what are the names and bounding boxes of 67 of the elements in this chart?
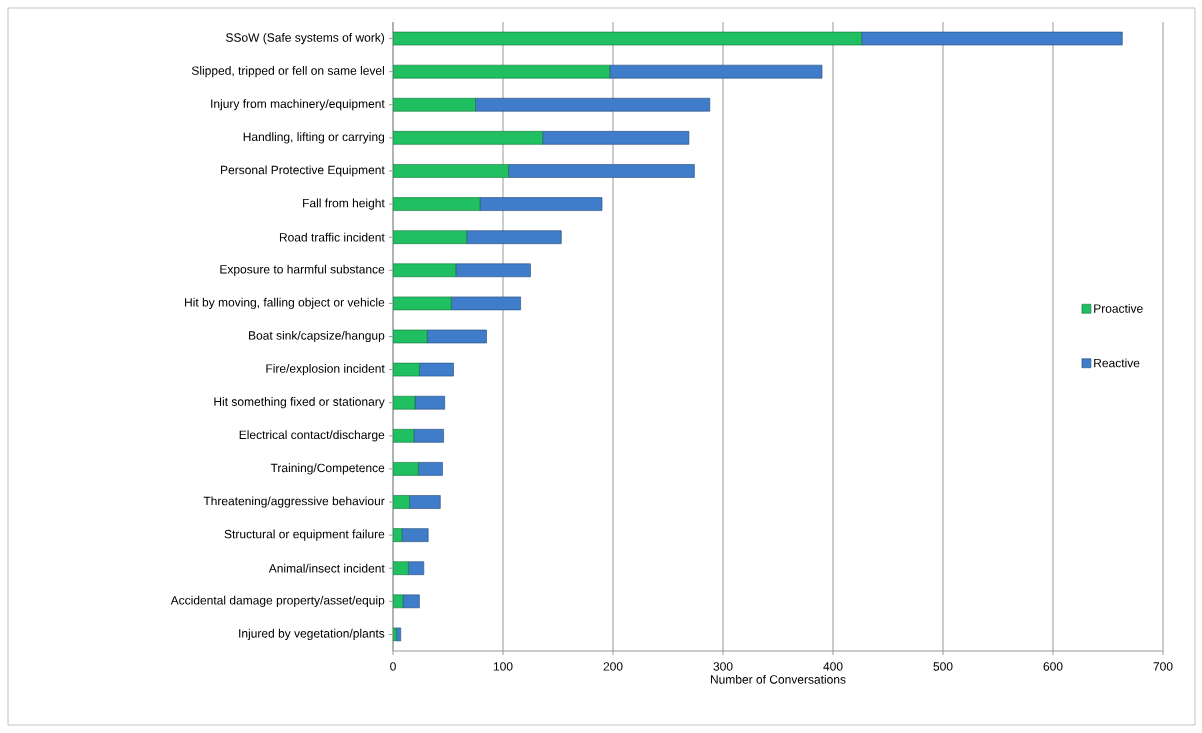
bar	[542, 131, 690, 145]
x-tick-label: 0	[390, 662, 396, 671]
y-tick-label: Structural or equipment failure	[224, 529, 385, 541]
x-tick-label: 700	[1153, 662, 1173, 671]
y-tick-label: Training/Competence	[270, 463, 385, 475]
bar	[393, 131, 543, 145]
bar	[393, 31, 862, 46]
bar	[393, 362, 420, 377]
bar	[393, 594, 404, 609]
bar	[408, 561, 425, 576]
bar	[393, 64, 610, 79]
x-tick-label: 200	[603, 662, 623, 671]
bar	[455, 263, 531, 278]
x-tick-label: 400	[823, 662, 843, 671]
bar	[426, 329, 487, 344]
x-tick-label: 100	[493, 662, 513, 671]
bar	[393, 495, 410, 509]
bar	[451, 296, 521, 311]
y-tick-label: Slipped, tripped or fell on same level	[191, 66, 384, 78]
bar	[396, 627, 402, 642]
bar	[466, 230, 562, 244]
bar	[393, 528, 403, 542]
bar	[393, 263, 456, 278]
y-tick-label: SSoW (Safe systems of work)	[225, 32, 385, 45]
bar	[402, 594, 420, 609]
y-tick-label: Accidental damage property/asset/equip	[170, 595, 385, 607]
bar	[508, 164, 695, 178]
y-tick-label: Injured by vegetation/plants	[239, 628, 385, 641]
bar	[393, 97, 476, 112]
y-tick-label: Exposure to harmful substance	[220, 264, 385, 276]
legend-label: Proactive	[1094, 304, 1143, 313]
x-axis-title: Number of Conversations	[710, 674, 846, 684]
bar	[393, 230, 468, 244]
bar	[861, 31, 1123, 46]
bar	[413, 429, 444, 443]
y-tick-label: Injury from machinery/equipment	[211, 99, 385, 111]
bar	[401, 528, 429, 542]
y-tick-label: Threatening/aggressive behaviour	[203, 496, 385, 508]
bar	[393, 329, 428, 344]
x-tick-label: 300	[713, 662, 733, 671]
bar	[393, 296, 452, 311]
y-tick-label: Boat sink/capsize/hangup	[249, 330, 385, 343]
bar	[609, 64, 823, 79]
bar	[393, 462, 419, 476]
legend-label: Reactive	[1094, 358, 1140, 368]
y-tick-label: Electrical contact/discharge	[239, 430, 385, 442]
y-tick-label: Fire/explosion incident	[266, 364, 385, 376]
bar	[418, 462, 443, 476]
y-tick-label: Hit something fixed or stationary	[214, 397, 385, 409]
bar	[479, 197, 603, 211]
bar	[393, 164, 509, 178]
bar	[393, 561, 409, 576]
y-tick-label: Animal/insect incident	[268, 563, 385, 573]
bar	[393, 395, 416, 410]
bar	[475, 97, 711, 112]
bar	[409, 495, 441, 509]
y-tick-label: Fall from height	[303, 198, 385, 210]
bar	[414, 395, 446, 410]
y-tick-label: Personal Protective Equipment	[221, 165, 385, 177]
x-tick-label: 600	[1043, 662, 1063, 671]
y-tick-label: Handling, lifting or carrying	[243, 132, 384, 144]
bar	[393, 197, 481, 211]
bar	[393, 429, 415, 443]
bar	[419, 362, 454, 377]
x-tick-label: 500	[933, 662, 953, 671]
y-tick-label: Road traffic incident	[279, 232, 385, 242]
y-tick-label: Hit by moving, falling object or vehicle	[185, 297, 385, 309]
